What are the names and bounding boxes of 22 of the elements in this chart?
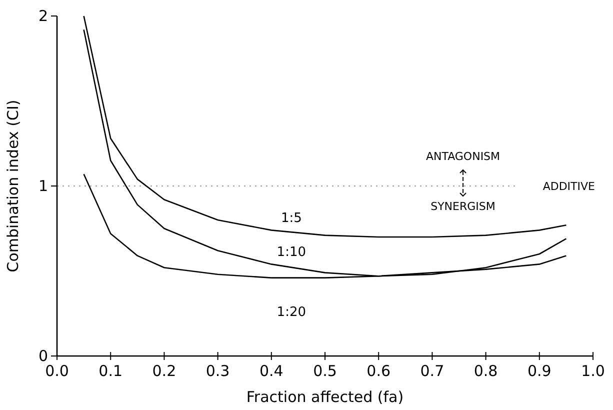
x-tick-label: 0.8 (474, 362, 498, 380)
series-label: 1:5 (280, 211, 302, 226)
x-tick-label: 0.0 (45, 362, 69, 380)
x-tick-label: 1.0 (581, 362, 605, 380)
x-tick-label: 0.9 (527, 362, 552, 380)
annotation: ANTAGONISM (426, 150, 500, 163)
y-tick-label: 1 (38, 177, 48, 195)
y-axis-title: Combination index (CI) (4, 100, 22, 272)
y-tick-label: 2 (38, 7, 48, 25)
x-tick-label: 0.4 (259, 362, 284, 380)
text: 1:20 (276, 304, 306, 320)
x-axis-title: Fraction affected (fa) (246, 388, 404, 406)
series-label: 1:10 (276, 245, 306, 260)
x-tick-label: 0.3 (206, 362, 230, 380)
x-tick-label: 0.1 (98, 362, 123, 380)
ref-line-label: ADDITIVE (542, 180, 596, 193)
x-tick-label: 0.2 (152, 362, 176, 380)
y-tick-label: 0 (38, 347, 48, 365)
x-tick-label: 0.5 (313, 362, 337, 380)
x-tick-label: 0.7 (420, 362, 444, 380)
x-tick-label: 0.6 (366, 362, 391, 380)
annotation: SYNERGISM (430, 200, 496, 213)
